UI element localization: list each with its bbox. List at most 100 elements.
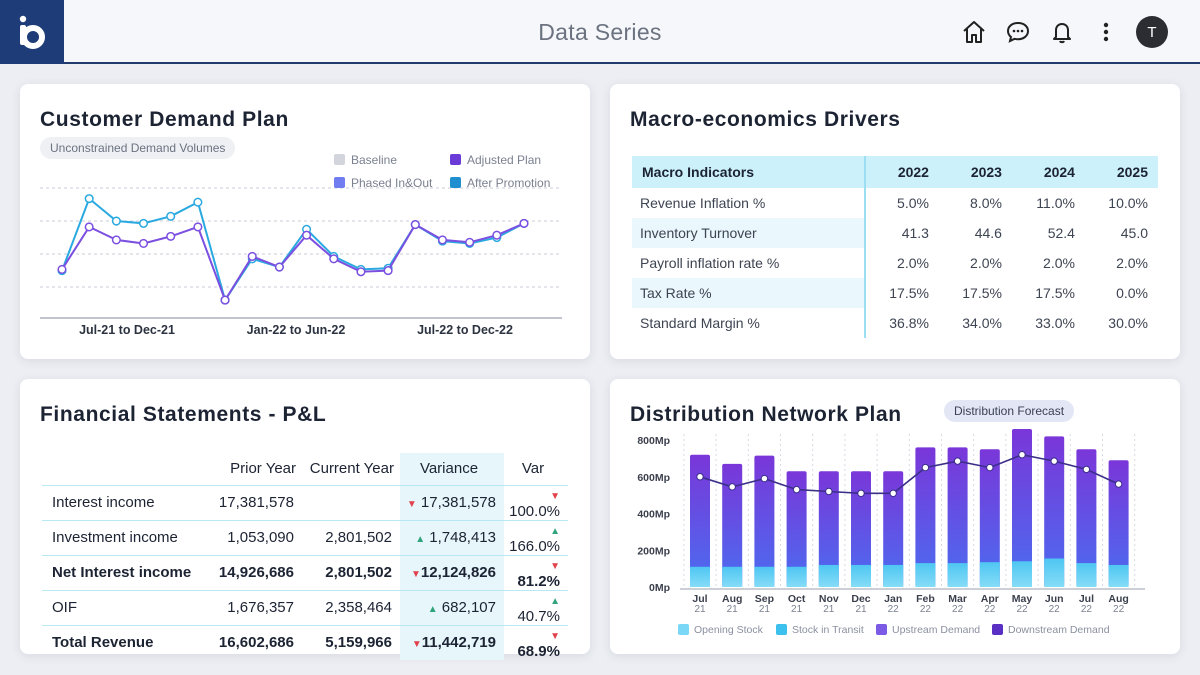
cell[interactable]: 2.0% bbox=[863, 248, 939, 278]
cell[interactable]: 17.5% bbox=[863, 278, 939, 308]
stock-bar[interactable] bbox=[1108, 564, 1129, 587]
demand-bar[interactable] bbox=[979, 449, 1000, 587]
legend-label[interactable]: After Promotion bbox=[467, 176, 550, 190]
trend-point[interactable] bbox=[1050, 457, 1058, 465]
home-icon[interactable] bbox=[960, 18, 988, 46]
cell[interactable]: 45.0 bbox=[1120, 225, 1148, 241]
var-cell[interactable]: ▲ 40.7% bbox=[504, 589, 568, 625]
cell[interactable]: 1,676,357 bbox=[202, 589, 302, 625]
stock-bar[interactable] bbox=[786, 566, 807, 587]
stock-bar[interactable] bbox=[1044, 558, 1065, 587]
demand-bar[interactable] bbox=[1108, 460, 1129, 587]
more-vertical-icon[interactable] bbox=[1092, 18, 1120, 46]
data-point[interactable] bbox=[383, 266, 393, 276]
legend-label[interactable]: Phased In&Out bbox=[351, 176, 433, 190]
data-point[interactable] bbox=[84, 222, 94, 232]
trend-point[interactable] bbox=[986, 463, 994, 472]
var-cell[interactable]: ▼ 100.0% bbox=[504, 484, 568, 520]
cell[interactable]: 17.5% bbox=[962, 285, 1002, 301]
trend-point[interactable] bbox=[728, 483, 736, 491]
trend-point[interactable] bbox=[825, 487, 833, 496]
data-point[interactable] bbox=[111, 235, 121, 245]
column-header[interactable]: Variance bbox=[400, 453, 504, 485]
cell[interactable]: 2,801,502 bbox=[302, 554, 400, 590]
demand-pill[interactable]: Unconstrained Demand Volumes bbox=[40, 137, 236, 159]
legend-label[interactable]: Baseline bbox=[351, 153, 397, 167]
legend-label[interactable]: Downstream Demand bbox=[1008, 624, 1110, 636]
cell[interactable]: 17.5% bbox=[1035, 285, 1075, 301]
data-point[interactable] bbox=[247, 251, 257, 261]
data-point[interactable] bbox=[356, 267, 366, 277]
bell-icon[interactable] bbox=[1048, 18, 1076, 46]
cell[interactable]: 44.6 bbox=[974, 225, 1002, 241]
demand-bar[interactable] bbox=[818, 471, 839, 587]
cell[interactable]: 10.0% bbox=[1108, 195, 1148, 211]
stock-bar[interactable] bbox=[1076, 563, 1097, 587]
stock-bar[interactable] bbox=[851, 564, 871, 587]
trend-point[interactable] bbox=[857, 489, 865, 497]
trend-point[interactable] bbox=[889, 489, 897, 497]
demand-bar[interactable] bbox=[690, 454, 710, 587]
distribution-pill[interactable]: Distribution Forecast bbox=[944, 400, 1075, 422]
var-cell[interactable]: ▼ 68.9% bbox=[504, 624, 568, 660]
demand-bar[interactable] bbox=[947, 447, 968, 587]
column-header[interactable]: 2023 bbox=[938, 156, 1012, 188]
data-point[interactable] bbox=[410, 220, 420, 230]
avatar[interactable]: T bbox=[1136, 16, 1168, 48]
cell[interactable]: 2.0% bbox=[1043, 255, 1075, 271]
data-point[interactable] bbox=[84, 194, 94, 204]
variance-cell[interactable]: ▼11,442,719 bbox=[400, 624, 504, 660]
cell[interactable]: 30.0% bbox=[1108, 315, 1148, 331]
column-header[interactable]: 2025 bbox=[1084, 156, 1158, 188]
demand-bar[interactable] bbox=[851, 471, 871, 587]
cell[interactable]: 1,053,090 bbox=[202, 519, 302, 555]
legend-label[interactable]: Stock in Transit bbox=[792, 624, 864, 636]
stock-bar[interactable] bbox=[979, 562, 1000, 587]
data-point[interactable] bbox=[166, 231, 176, 241]
cell[interactable]: 2,358,464 bbox=[302, 589, 400, 625]
trend-point[interactable] bbox=[792, 485, 801, 494]
data-point[interactable] bbox=[437, 235, 448, 245]
cell[interactable]: 8.0% bbox=[970, 195, 1002, 211]
cell[interactable]: 41.3 bbox=[863, 218, 939, 248]
stock-bar[interactable] bbox=[915, 563, 936, 587]
data-point[interactable] bbox=[492, 230, 502, 240]
column-header[interactable]: Var bbox=[521, 460, 545, 478]
stock-bar[interactable] bbox=[722, 566, 743, 587]
cell[interactable]: 5.0% bbox=[863, 188, 939, 218]
cell[interactable]: 2.0% bbox=[1116, 255, 1148, 271]
column-header[interactable]: Macro Indicators bbox=[632, 156, 865, 188]
data-point[interactable] bbox=[166, 211, 176, 221]
legend-label[interactable]: Opening Stock bbox=[694, 624, 764, 636]
cell[interactable]: 5,159,966 bbox=[302, 624, 400, 660]
legend-label[interactable]: Adjusted Plan bbox=[467, 153, 541, 167]
demand-bar[interactable] bbox=[722, 463, 743, 587]
trend-point[interactable] bbox=[953, 457, 962, 465]
var-cell[interactable]: ▲ 166.0% bbox=[504, 519, 568, 555]
data-point[interactable] bbox=[193, 197, 203, 207]
cell[interactable]: 17,381,578 bbox=[202, 484, 302, 520]
legend-label[interactable]: Upstream Demand bbox=[892, 624, 980, 636]
variance-cell[interactable]: ▼ 17,381,578 bbox=[400, 484, 504, 520]
stock-bar[interactable] bbox=[947, 563, 968, 587]
trend-point[interactable] bbox=[1082, 465, 1091, 474]
variance-cell[interactable]: ▲ 1,748,413 bbox=[400, 519, 504, 555]
trend-point[interactable] bbox=[760, 474, 769, 483]
cell[interactable]: 34.0% bbox=[962, 315, 1002, 331]
brand-b-logo[interactable] bbox=[0, 0, 64, 64]
data-point[interactable] bbox=[274, 262, 284, 272]
column-header[interactable]: Current Year bbox=[309, 460, 394, 478]
cell[interactable]: 2.0% bbox=[970, 255, 1002, 271]
demand-bar[interactable] bbox=[1044, 436, 1065, 587]
stock-bar[interactable] bbox=[883, 564, 904, 587]
data-point[interactable] bbox=[220, 295, 230, 305]
data-point[interactable] bbox=[465, 237, 475, 247]
chat-icon[interactable] bbox=[1004, 18, 1032, 46]
cell[interactable]: 14,926,686 bbox=[202, 554, 302, 590]
cell[interactable]: 2,801,502 bbox=[302, 519, 400, 555]
data-point[interactable] bbox=[111, 216, 121, 226]
cell[interactable] bbox=[302, 484, 400, 520]
demand-bar[interactable] bbox=[786, 471, 807, 587]
stock-bar[interactable] bbox=[1012, 561, 1032, 587]
cell[interactable]: 11.0% bbox=[1036, 195, 1075, 211]
